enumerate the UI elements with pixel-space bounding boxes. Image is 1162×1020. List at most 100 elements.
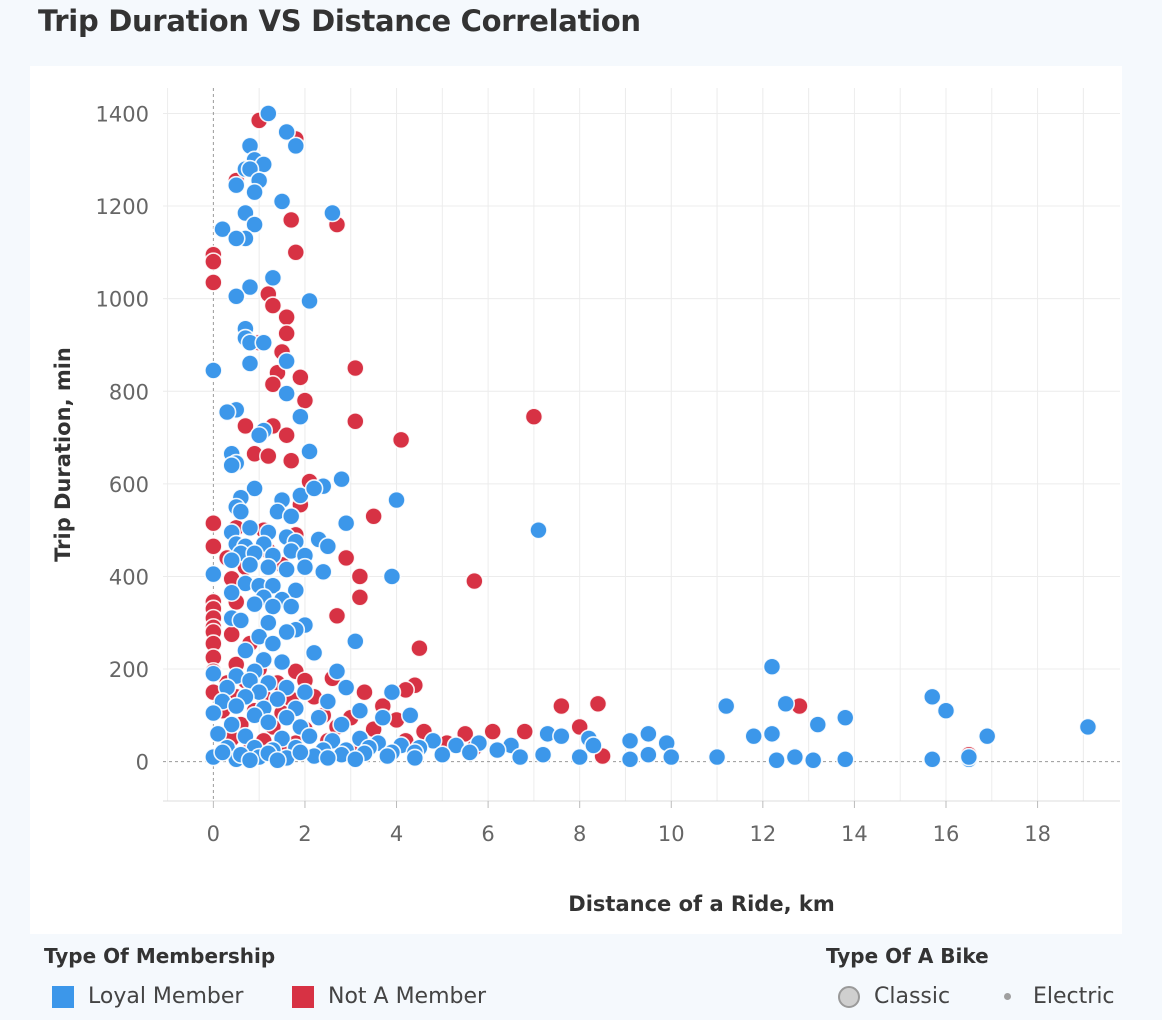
data-point xyxy=(355,682,374,702)
data-point xyxy=(277,622,296,642)
data-point xyxy=(295,682,315,702)
data-point xyxy=(240,354,260,373)
data-point xyxy=(350,587,370,607)
data-point xyxy=(391,430,411,450)
data-point xyxy=(620,750,640,769)
data-point xyxy=(350,567,370,586)
data-point xyxy=(291,743,310,762)
data-point xyxy=(661,747,681,767)
data-point xyxy=(226,696,246,716)
data-point xyxy=(959,747,979,767)
data-point xyxy=(936,701,956,721)
x-tick-label: 18 xyxy=(1024,822,1051,846)
legend-item-electric[interactable]: Electric xyxy=(1004,984,1115,1009)
data-point xyxy=(803,750,823,770)
data-point xyxy=(639,745,658,765)
data-point xyxy=(332,715,351,734)
data-point xyxy=(378,746,397,766)
data-point xyxy=(272,652,292,672)
data-point xyxy=(373,708,393,727)
data-point xyxy=(808,715,828,734)
data-point xyxy=(300,291,319,311)
data-point xyxy=(346,358,365,378)
data-point xyxy=(222,550,241,570)
data-point xyxy=(364,506,383,526)
data-point xyxy=(263,597,283,616)
data-point xyxy=(336,548,356,568)
data-point xyxy=(217,402,237,422)
x-tick-label: 6 xyxy=(481,822,494,846)
data-point xyxy=(410,638,429,658)
data-point xyxy=(222,715,241,734)
data-point xyxy=(236,641,255,660)
data-point xyxy=(584,736,603,755)
data-point xyxy=(767,750,786,770)
data-point xyxy=(570,747,589,767)
data-point xyxy=(304,479,324,498)
data-point xyxy=(281,451,301,471)
y-axis-title: Trip Duration, min xyxy=(51,347,75,562)
grid-lines xyxy=(163,88,1120,802)
data-point xyxy=(620,731,640,751)
data-point xyxy=(327,606,347,626)
data-point xyxy=(336,513,356,533)
data-point xyxy=(785,747,805,767)
data-point xyxy=(382,682,402,702)
data-point xyxy=(922,687,942,707)
y-tick-label: 1000 xyxy=(96,288,149,312)
data-point xyxy=(245,215,264,234)
legend-item-loyal-member[interactable]: Loyal Member xyxy=(52,984,243,1009)
data-point xyxy=(387,490,406,510)
data-point xyxy=(277,351,296,371)
data-point xyxy=(524,407,544,427)
data-point xyxy=(226,175,246,195)
data-point xyxy=(204,513,223,533)
data-point xyxy=(552,696,571,716)
data-point xyxy=(277,307,296,327)
data-point xyxy=(744,726,763,746)
legend-label-not-a-member: Not A Member xyxy=(328,984,487,1009)
data-point xyxy=(213,219,232,239)
tick-labels: 0 2 4 6 8 10 12 14 16 18 0 200 400 600 800 1000 1200 1400 xyxy=(96,102,1051,846)
data-point xyxy=(240,750,260,770)
legend-item-classic[interactable]: Classic xyxy=(838,984,950,1009)
data-point xyxy=(245,182,264,202)
y-tick-label: 1400 xyxy=(96,102,149,126)
bike-legend-title: Type Of A Bike xyxy=(826,944,989,968)
data-point xyxy=(346,750,365,769)
data-point xyxy=(245,594,264,614)
data-point xyxy=(295,557,315,577)
data-point xyxy=(277,708,296,727)
data-point xyxy=(259,104,278,123)
data-point xyxy=(762,657,782,677)
legend-label-classic: Classic xyxy=(874,984,951,1009)
data-point xyxy=(762,724,782,744)
data-point xyxy=(346,631,365,651)
data-point xyxy=(400,706,420,725)
data-point xyxy=(204,361,223,380)
data-point xyxy=(240,277,260,297)
data-point xyxy=(460,743,480,762)
data-point xyxy=(716,696,736,716)
x-tick-label: 0 xyxy=(207,822,220,846)
data-point xyxy=(272,192,292,211)
data-point xyxy=(313,562,333,582)
loyal-member-swatch xyxy=(52,985,74,1008)
data-point xyxy=(318,748,338,768)
data-point xyxy=(487,740,507,760)
data-point xyxy=(295,391,315,410)
data-point xyxy=(259,712,278,732)
data-point xyxy=(515,722,535,741)
data-point xyxy=(300,726,319,746)
data-point xyxy=(204,664,223,683)
y-tick-label: 400 xyxy=(109,565,149,589)
data-point xyxy=(204,537,223,556)
x-tick-label: 8 xyxy=(573,822,586,846)
scatter-plot: 0 2 4 6 8 10 12 14 16 18 0 200 400 600 800 1000 1200 1400… xyxy=(51,88,1120,916)
y-tick-label: 200 xyxy=(109,658,149,682)
legend-item-not-a-member[interactable]: Not A Member xyxy=(292,984,486,1009)
data-point xyxy=(263,296,283,315)
data-point xyxy=(529,520,548,540)
data-point xyxy=(382,567,402,586)
data-point xyxy=(433,745,452,765)
